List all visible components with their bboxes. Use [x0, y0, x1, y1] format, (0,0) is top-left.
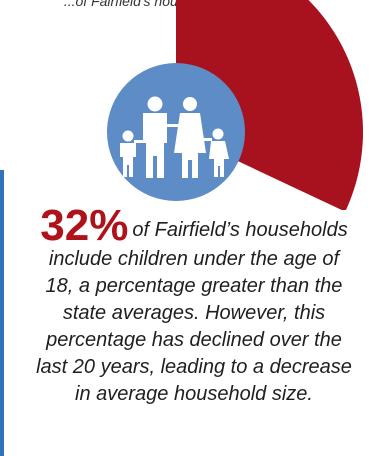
family-circle-badge: [107, 63, 245, 201]
stat-text-line: include children under the age of: [48, 248, 340, 270]
stat-text-line: in average household size.: [75, 383, 313, 405]
stat-lead-text: of Fairfield’s households: [132, 219, 348, 241]
left-accent-rule: [0, 170, 4, 456]
pie-slice-children: [176, 0, 363, 210]
stat-value: 32%: [40, 201, 129, 250]
stat-text-line: state averages. However, this: [62, 302, 326, 324]
stat-text-line: 18, a percentage greater than the: [45, 275, 343, 297]
stat-text-line: percentage has declined over the: [46, 329, 342, 351]
households-pie-chart: [107, 0, 363, 210]
stat-block: 32% of Fairfield’s households include chi…: [14, 204, 374, 408]
stat-text-line: last 20 years, leading to a decrease: [36, 356, 352, 378]
family-icon: [120, 96, 229, 178]
